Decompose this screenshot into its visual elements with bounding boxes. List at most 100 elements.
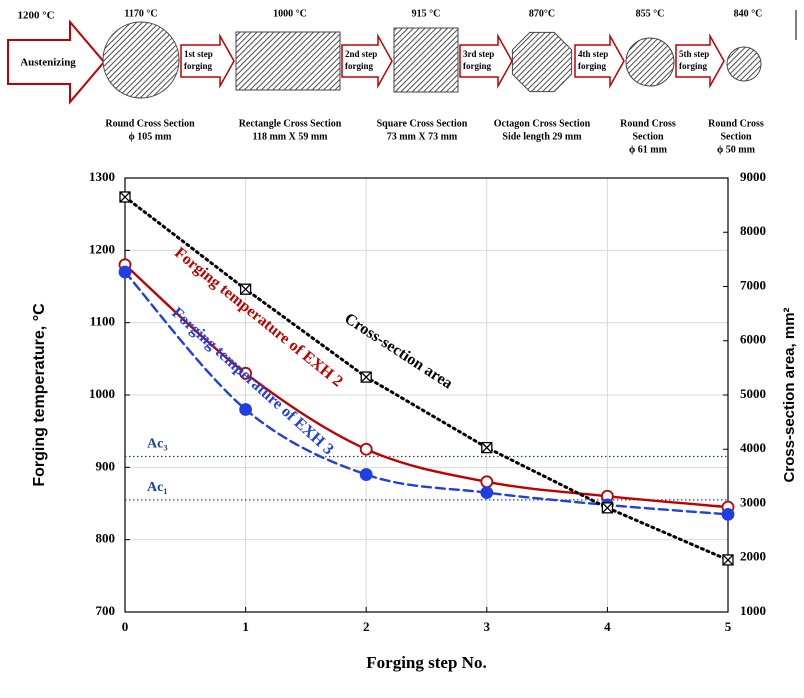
step-label: 5th step bbox=[679, 49, 709, 59]
y2-tick-label: 6000 bbox=[740, 332, 766, 347]
series-line bbox=[123, 270, 730, 516]
stage-label: ϕ 105 mm bbox=[129, 131, 173, 142]
marker bbox=[480, 475, 494, 489]
x-tick-label: 3 bbox=[484, 619, 491, 634]
x-axis-title: Forging step No. bbox=[366, 653, 486, 672]
x-tick-label: 0 bbox=[122, 619, 129, 634]
step-arrow bbox=[459, 33, 513, 89]
marker bbox=[601, 502, 614, 514]
stage-temp: 855 °C bbox=[636, 8, 665, 19]
step-label: 1st step bbox=[184, 49, 213, 59]
x-tick-label: 2 bbox=[363, 619, 370, 634]
y-tick-label: 700 bbox=[96, 603, 116, 618]
stage-label: Round Cross Section bbox=[105, 118, 195, 129]
marker-cross bbox=[722, 554, 734, 566]
y2-tick-label: 9000 bbox=[740, 169, 766, 184]
series-line bbox=[123, 195, 730, 562]
start-temp: 1200 °C bbox=[17, 10, 54, 22]
marker bbox=[118, 265, 132, 279]
stage-label: Rectangle Cross Section bbox=[239, 118, 342, 129]
austenizing-arrow bbox=[7, 19, 106, 105]
stage-label: ϕ 50 mm bbox=[717, 144, 756, 155]
y2-axis-title: Cross-section area, mm² bbox=[781, 307, 798, 482]
step-label: forging bbox=[578, 61, 606, 71]
cross-section bbox=[393, 27, 459, 93]
step-label: forging bbox=[345, 61, 373, 71]
marker bbox=[481, 441, 493, 454]
stage-temp: 870°C bbox=[529, 8, 555, 19]
step-label: forging bbox=[679, 61, 707, 71]
stage-label: Section bbox=[720, 131, 752, 142]
step-arrow bbox=[675, 33, 725, 89]
y-tick-label: 1300 bbox=[89, 169, 115, 184]
marker bbox=[119, 191, 131, 203]
stage-label: 118 mm X 59 mm bbox=[253, 131, 329, 142]
step-label: 3rd step bbox=[463, 49, 494, 59]
stage-temp: 1170 °C bbox=[124, 8, 157, 19]
step-arrow bbox=[574, 33, 625, 89]
cross-section bbox=[102, 21, 180, 99]
marker bbox=[239, 283, 252, 295]
reference-label: Ac₃ bbox=[147, 437, 168, 452]
step-label: forging bbox=[463, 61, 491, 71]
y2-tick-label: 5000 bbox=[740, 386, 766, 401]
series-line bbox=[123, 263, 730, 509]
marker bbox=[359, 468, 373, 481]
step-label: 2nd step bbox=[345, 49, 377, 59]
cross-section bbox=[726, 46, 762, 82]
x-tick-label: 5 bbox=[725, 619, 732, 634]
stage-label: 73 mm X 73 mm bbox=[387, 131, 458, 142]
plot-frame bbox=[124, 177, 729, 613]
step-arrow bbox=[341, 33, 393, 89]
stage-label: ϕ 61 mm bbox=[629, 144, 668, 155]
marker-cross bbox=[481, 442, 493, 454]
y2-tick-label: 3000 bbox=[740, 494, 766, 509]
marker bbox=[721, 507, 735, 521]
step-label: forging bbox=[184, 61, 212, 71]
stage-label: Round Cross bbox=[620, 118, 676, 129]
y2-tick-label: 4000 bbox=[740, 440, 766, 455]
reference-label: Ac₁ bbox=[147, 480, 168, 495]
marker bbox=[239, 366, 253, 380]
marker-cross bbox=[601, 502, 613, 514]
stage-label: Octagon Cross Section bbox=[494, 118, 591, 129]
marker bbox=[360, 371, 372, 383]
y-tick-label: 1200 bbox=[89, 241, 115, 256]
stage-temp: 1000 °C bbox=[273, 8, 307, 19]
cross-section bbox=[235, 31, 341, 91]
y-axis-title: Forging temperature, °C bbox=[31, 303, 48, 487]
x-tick-label: 4 bbox=[604, 619, 611, 634]
marker bbox=[359, 442, 373, 456]
chart: 0 1 2 3 4 5 700 800 900 1000 1100 1200 1300 1000 2000 3… bbox=[31, 169, 798, 672]
cross-section bbox=[625, 37, 675, 87]
stage-label: Section bbox=[632, 131, 664, 142]
marker-cross bbox=[360, 371, 372, 383]
series-label: Forging temperature of EXH 2 bbox=[171, 244, 346, 390]
stage-temp: 840 °C bbox=[734, 8, 763, 19]
y2-tick-label: 8000 bbox=[740, 223, 766, 238]
step-label: 4th step bbox=[578, 49, 608, 59]
y-tick-label: 1000 bbox=[89, 386, 115, 401]
stage-temp: 915 °C bbox=[412, 8, 441, 19]
x-tick-label: 1 bbox=[242, 619, 249, 634]
marker bbox=[480, 486, 494, 500]
cross-section bbox=[511, 31, 573, 93]
marker bbox=[722, 554, 734, 566]
step-arrow bbox=[180, 33, 235, 89]
stage-label: Round Cross bbox=[708, 118, 764, 129]
y2-tick-label: 1000 bbox=[740, 603, 766, 618]
stage-label: Side length 29 mm bbox=[502, 131, 582, 142]
y-tick-label: 1100 bbox=[90, 314, 115, 329]
y2-tick-label: 2000 bbox=[740, 549, 766, 564]
marker-cross bbox=[240, 283, 252, 295]
process-diagram: 1170 °C Round Cross Section ϕ 105 mm 1000 °… bbox=[102, 8, 764, 155]
series-label: Forging temperature of EXH 3 bbox=[168, 304, 336, 458]
y2-tick-label: 7000 bbox=[740, 277, 766, 292]
marker bbox=[239, 403, 253, 416]
stage-label: Square Cross Section bbox=[377, 118, 468, 129]
marker-cross bbox=[119, 191, 131, 203]
y-tick-label: 900 bbox=[96, 458, 116, 473]
y-tick-label: 800 bbox=[96, 531, 116, 546]
start-label: Austenizing bbox=[20, 57, 76, 69]
